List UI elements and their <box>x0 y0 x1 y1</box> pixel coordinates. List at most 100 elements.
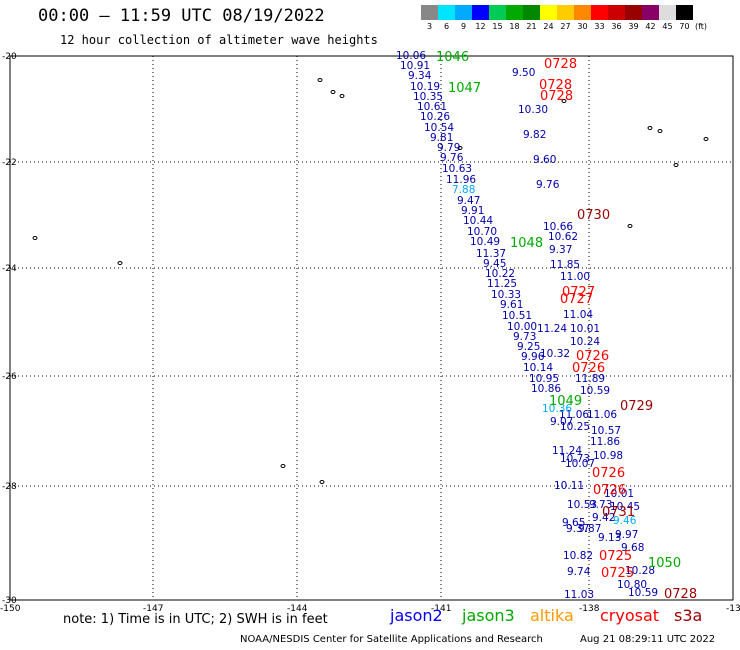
wave-height-label: 10.24 <box>570 336 600 348</box>
wave-height-label: 9.74 <box>567 566 591 578</box>
wave-height-label: 9.13 <box>598 532 621 544</box>
wave-height-label: 11.37 <box>476 248 506 260</box>
wave-height-label: 10.80 <box>617 579 647 591</box>
wave-height-label: 9.79 <box>437 142 460 154</box>
wave-height-label: 9.42 <box>592 512 615 524</box>
scale-tick-label: 3 <box>426 22 433 31</box>
pass-time-label: 0726 <box>592 466 625 481</box>
island <box>657 129 663 133</box>
wave-height-label: 9.37 <box>566 523 589 535</box>
scale-swatch <box>455 5 472 20</box>
map-frame <box>9 55 734 601</box>
lon-label: -150 <box>0 604 21 614</box>
wave-height-label: 9.81 <box>430 132 453 144</box>
wave-height-label: 10.00 <box>507 321 537 333</box>
island <box>117 261 123 265</box>
scale-tick-label: 39 <box>628 22 639 31</box>
wave-height-label: 10.25 <box>560 421 590 433</box>
pass-time-label: 0727 <box>562 285 595 300</box>
wave-height-label: 9.73 <box>513 331 536 343</box>
pass-time-label: 0725 <box>599 549 632 564</box>
scale-swatch <box>506 5 523 20</box>
scale-tick-label: 12 <box>475 22 486 31</box>
wave-height-label: 11.24 <box>537 323 567 335</box>
wave-height-label: 11.06 <box>559 409 589 421</box>
wave-height-label: 9.07 <box>550 416 573 428</box>
scale-tick-label: 21 <box>526 22 537 31</box>
wave-height-label: 7.88 <box>452 184 475 196</box>
island <box>319 480 325 484</box>
wave-height-label: 9.68 <box>621 542 644 554</box>
wave-height-label: 10.62 <box>548 231 578 243</box>
scale-tick-label: 15 <box>492 22 503 31</box>
wave-height-label: 11.96 <box>446 174 476 186</box>
wave-height-label: 9.65 <box>562 517 585 529</box>
wave-height-label: 10.35 <box>413 91 443 103</box>
scale-tick-label: 36 <box>611 22 622 31</box>
wave-height-label: 10.33 <box>491 289 521 301</box>
legend-sat-s3a: s3a <box>674 606 703 625</box>
generated-timestamp: Aug 21 08:29:11 UTC 2022 <box>580 634 716 645</box>
island <box>647 126 653 130</box>
island <box>280 464 286 468</box>
wave-height-label: 10.70 <box>467 226 497 238</box>
pass-time-label: 0731 <box>602 505 635 520</box>
wave-height-label: 9.76 <box>440 152 464 164</box>
wave-height-label: 10.73 <box>560 453 590 465</box>
wave-height-label: 10.22 <box>485 268 515 280</box>
wave-height-label: 10.30 <box>518 104 548 116</box>
scale-swatch <box>642 5 659 20</box>
wave-height-label: 9.87 <box>578 523 601 535</box>
legend-sat-jason2: jason2 <box>390 606 443 625</box>
wave-height-label: 9.46 <box>613 515 637 527</box>
wave-height-label: 10.19 <box>410 81 440 93</box>
wave-height-label: 9.45 <box>483 258 506 270</box>
wave-height-label: 11.25 <box>487 278 517 290</box>
island <box>339 94 345 98</box>
island <box>627 224 633 228</box>
lon-label: -144 <box>287 604 308 614</box>
legend-sat-cryosat: cryosat <box>600 606 660 625</box>
pass-time-label: 1049 <box>549 394 582 409</box>
scale-swatch <box>472 5 489 20</box>
pass-time-label: 0728 <box>544 57 577 72</box>
scale-tick-label: 24 <box>543 22 554 31</box>
pass-time-label: 0728 <box>540 89 573 104</box>
scale-tick-label: 70 <box>679 22 690 31</box>
wave-height-label: 11.04 <box>563 309 593 321</box>
pass-time-label: 0726 <box>576 349 609 364</box>
pass-time-label: 0727 <box>560 292 593 307</box>
page-title: 00:00 — 11:59 UTC 08/19/2022 <box>38 6 325 26</box>
wave-height-label: 10.44 <box>463 215 493 227</box>
island <box>673 163 679 167</box>
pass-time-label: 0729 <box>620 399 653 414</box>
wave-height-label: 10.53 <box>567 499 597 511</box>
wave-height-label: 9.50 <box>512 67 535 79</box>
scale-tick-label: 33 <box>594 22 605 31</box>
wave-height-label: 10.32 <box>540 348 570 360</box>
wave-height-label: 9.34 <box>408 70 432 82</box>
island <box>703 137 709 141</box>
scale-unit: (ft) <box>695 22 708 31</box>
lat-label: -28 <box>2 482 17 492</box>
credit-text: NOAA/NESDIS Center for Satellite Applica… <box>240 634 543 645</box>
scale-swatch <box>523 5 540 20</box>
wave-height-label: 10.57 <box>591 425 621 437</box>
scale-tick-label: 45 <box>662 22 673 31</box>
wave-height-label: 10.11 <box>554 480 584 492</box>
wave-height-label: 9.76 <box>536 179 560 191</box>
lon-label: -141 <box>431 604 451 614</box>
wave-height-label: 10.95 <box>529 373 559 385</box>
wave-height-label: 10.86 <box>531 383 561 395</box>
scale-tick-label: 9 <box>460 22 467 31</box>
pass-time-label: 0725 <box>601 566 634 581</box>
wave-height-label: 10.01 <box>570 323 600 335</box>
scale-swatch <box>489 5 506 20</box>
lon-label: -147 <box>143 604 163 614</box>
scale-tick-label: 42 <box>645 22 656 31</box>
legend-sat-jason3: jason3 <box>462 606 515 625</box>
wave-height-label: 10.54 <box>424 122 454 134</box>
scale-swatch <box>540 5 557 20</box>
wave-height-label: 10.59 <box>628 587 658 599</box>
wave-height-label: 10.63 <box>442 163 472 175</box>
